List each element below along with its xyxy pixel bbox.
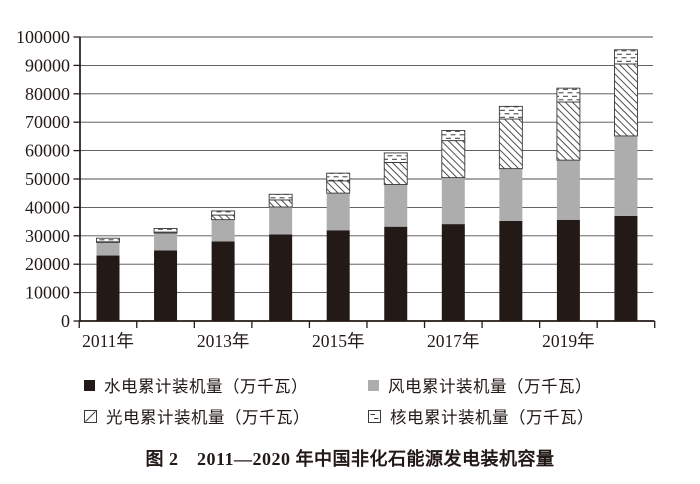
legend-label-nuclear: 核电累计装机量（万千瓦） (390, 408, 594, 427)
bar-segment-solid-gray (556, 160, 580, 220)
y-tick-label: 60000 (25, 141, 70, 161)
x-tick-label: 2013年 (197, 331, 250, 351)
x-tick-label: 2011年 (82, 331, 134, 351)
bar-segment-solid-gray (326, 193, 350, 231)
y-tick-label: 70000 (25, 112, 70, 132)
bars (96, 49, 638, 321)
bar-segment-solid-black (441, 224, 465, 321)
bar-segment-solid-gray (269, 206, 293, 235)
y-tick-label: 80000 (25, 84, 70, 104)
bar-segment-solid-black (499, 220, 523, 321)
bar-segment-horizontal-dashes (498, 105, 523, 120)
bar-segment-diagonal-hatch (326, 180, 351, 194)
bar-segment-solid-black (269, 234, 293, 321)
x-tick-label: 2019年 (542, 331, 595, 351)
x-tick-label: 2017年 (427, 331, 480, 351)
legend-label-wind: 风电累计装机量（万千瓦） (388, 377, 592, 396)
bar-segment-diagonal-hatch (383, 162, 408, 185)
bar-segment-horizontal-dashes (383, 152, 408, 163)
chart-legend: 水电累计装机量（万千瓦） 风电累计装机量（万千瓦） 光电累计装机量（万千瓦） 核… (84, 373, 700, 428)
bar-segment-horizontal-dashes (556, 87, 581, 103)
legend-item-solar: 光电累计装机量（万千瓦） (84, 404, 368, 428)
bar-segment-horizontal-dashes (614, 49, 638, 65)
bar-segment-solid-gray (96, 242, 120, 256)
bar-segment-horizontal-dashes (96, 237, 120, 243)
bar-segment-solid-gray (211, 219, 235, 242)
figure-caption: 图 2 2011—2020 年中国非化石能源发电装机容量 (145, 449, 555, 469)
bar-segment-solid-black (556, 219, 580, 321)
y-tick-label: 0 (61, 311, 70, 331)
y-tick-label: 100000 (16, 27, 70, 47)
bar-segment-solid-black (96, 255, 120, 321)
bar-segment-diagonal-hatch (556, 101, 581, 161)
y-tick-label: 30000 (25, 226, 70, 246)
stacked-bar-chart: 0 10000 20000 30000 40000 50000 60000 70000 8000… (16, 27, 656, 351)
y-tick-label: 90000 (25, 55, 70, 75)
legend-swatch-nuclear-icon (368, 409, 381, 423)
bar-segment-horizontal-dashes (441, 130, 466, 142)
bar-segment-solid-black (211, 241, 235, 321)
bar-segment-horizontal-dashes (268, 193, 293, 201)
bar-segment-diagonal-hatch (211, 214, 236, 221)
bar-segment-solid-gray (614, 135, 638, 216)
y-tick-label: 50000 (25, 169, 70, 189)
bar-segment-solid-black (614, 215, 638, 321)
bar-segment-solid-gray (384, 184, 408, 227)
bar-segment-solid-black (384, 226, 408, 321)
bar-segment-diagonal-hatch (268, 199, 293, 208)
legend-item-wind: 风电累计装机量（万千瓦） (368, 373, 594, 397)
bar-segment-horizontal-dashes (211, 210, 236, 216)
bar-segment-solid-black (326, 230, 350, 321)
bar-segment-solid-black (154, 250, 178, 321)
axes (73, 36, 656, 328)
bar-segment-horizontal-dashes (326, 172, 351, 182)
legend-label-hydro: 水电累计装机量（万千瓦） (104, 377, 308, 396)
legend-swatch-solar-icon (84, 409, 97, 423)
legend-swatch-wind-icon (368, 379, 379, 391)
bar-segment-diagonal-hatch (498, 118, 523, 170)
legend-item-hydro: 水电累计装机量（万千瓦） (84, 373, 368, 397)
axis-labels: 0 10000 20000 30000 40000 50000 60000 70000 8000… (16, 27, 595, 351)
legend-item-nuclear: 核电累计装机量（万千瓦） (368, 404, 594, 428)
legend-swatch-hydro-icon (84, 379, 95, 391)
bar-segment-solid-gray (441, 177, 465, 225)
bar-segment-diagonal-hatch (441, 140, 466, 179)
x-tick-label: 2015年 (312, 331, 365, 351)
bar-segment-solid-gray (499, 168, 523, 221)
y-tick-label: 20000 (25, 254, 70, 274)
bar-segment-horizontal-dashes (153, 228, 178, 233)
bar-segment-solid-gray (154, 233, 178, 251)
y-tick-label: 40000 (25, 197, 70, 217)
bar-segment-diagonal-hatch (614, 63, 638, 137)
y-tick-label: 10000 (25, 283, 70, 303)
legend-label-solar: 光电累计装机量（万千瓦） (106, 408, 310, 427)
